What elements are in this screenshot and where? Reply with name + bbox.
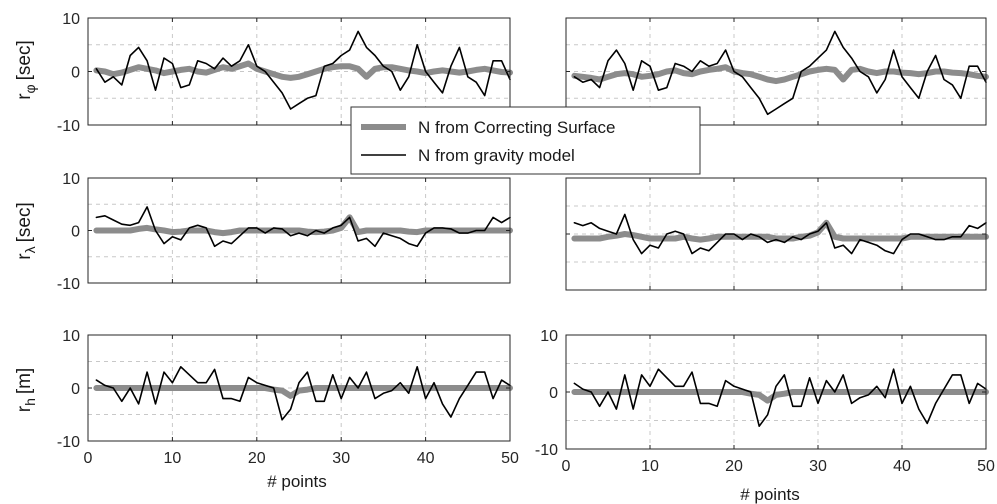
x-tick-label: 30 — [809, 458, 827, 475]
x-tick-label: 10 — [641, 458, 659, 475]
row-0-y-label-main: r — [14, 93, 35, 100]
row-2-y-label-unit: [m] — [14, 368, 35, 394]
legend-label-gravity-model: N from gravity model — [418, 146, 575, 165]
x-tick-label: 10 — [164, 450, 182, 467]
x-tick-label: 0 — [84, 450, 93, 467]
series-line-gravity-model — [573, 213, 987, 255]
legend-label-correcting-surface: N from Correcting Surface — [418, 118, 615, 137]
row-0-y-label-sub: φ — [22, 84, 38, 93]
legend-box — [350, 106, 701, 175]
x-tick-label: 40 — [893, 458, 911, 475]
row-1-y-label-sub: λ — [22, 246, 38, 253]
y-tick-label: -10 — [535, 442, 558, 459]
row-0-y-label-unit: [sec] — [14, 40, 35, 80]
series-line-gravity-model — [95, 30, 511, 110]
x-tick-label: 50 — [977, 458, 995, 475]
y-tick-label: -10 — [57, 434, 80, 451]
row-1-y-label-unit: [sec] — [14, 202, 35, 242]
legend: N from Correcting Surface N from gravity… — [350, 106, 701, 175]
series-line-gravity-model — [573, 368, 987, 428]
row-2-y-label-sub: h — [22, 398, 38, 406]
series-line-correcting-surface — [93, 385, 513, 399]
series-line-correcting-surface — [571, 219, 989, 243]
x-tick-label: 40 — [417, 450, 435, 467]
row-2-y-label-main: r — [14, 405, 35, 412]
y-tick-label: 10 — [62, 11, 80, 28]
series-line-gravity-model — [95, 206, 511, 248]
y-tick-label: 10 — [62, 171, 80, 188]
series-line-correcting-surface — [93, 214, 513, 237]
panel-r1-c1 — [565, 177, 989, 291]
y-tick-label: 10 — [540, 328, 558, 345]
x-tick-label: 20 — [725, 458, 743, 475]
y-tick-label: 0 — [71, 381, 80, 398]
panel-r0-c0: -10 0 10 — [57, 11, 513, 135]
y-tick-label: 0 — [71, 65, 80, 82]
x-axis-label-right: # points — [740, 485, 800, 504]
y-tick-label: 0 — [71, 224, 80, 241]
y-tick-label: -10 — [57, 276, 80, 293]
row-1-y-label-main: r — [14, 253, 35, 260]
row-1-y-label: rλ [sec] — [14, 202, 38, 259]
row-2-y-label: rh [m] — [14, 368, 38, 413]
x-tick-label: 0 — [562, 458, 571, 475]
y-tick-label: 10 — [62, 328, 80, 345]
series-line-gravity-model — [95, 365, 511, 421]
series-line-correcting-surface — [93, 60, 513, 81]
x-tick-label: 50 — [501, 450, 519, 467]
x-tick-label: 20 — [248, 450, 266, 467]
row-0-y-label: rφ [sec] — [14, 40, 38, 100]
x-tick-label: 30 — [332, 450, 350, 467]
y-tick-label: 0 — [549, 385, 558, 402]
y-tick-label: -10 — [57, 118, 80, 135]
series-line-correcting-surface — [571, 64, 989, 85]
x-axis-label-left: # points — [267, 472, 327, 491]
series-line-gravity-model — [573, 30, 987, 116]
series-line-correcting-surface — [571, 389, 989, 404]
labels-layer: rφ[sec] rλ[sec] rh[m] # points # points — [14, 40, 800, 504]
panel-r1-c0: -10 0 10 — [57, 171, 513, 293]
